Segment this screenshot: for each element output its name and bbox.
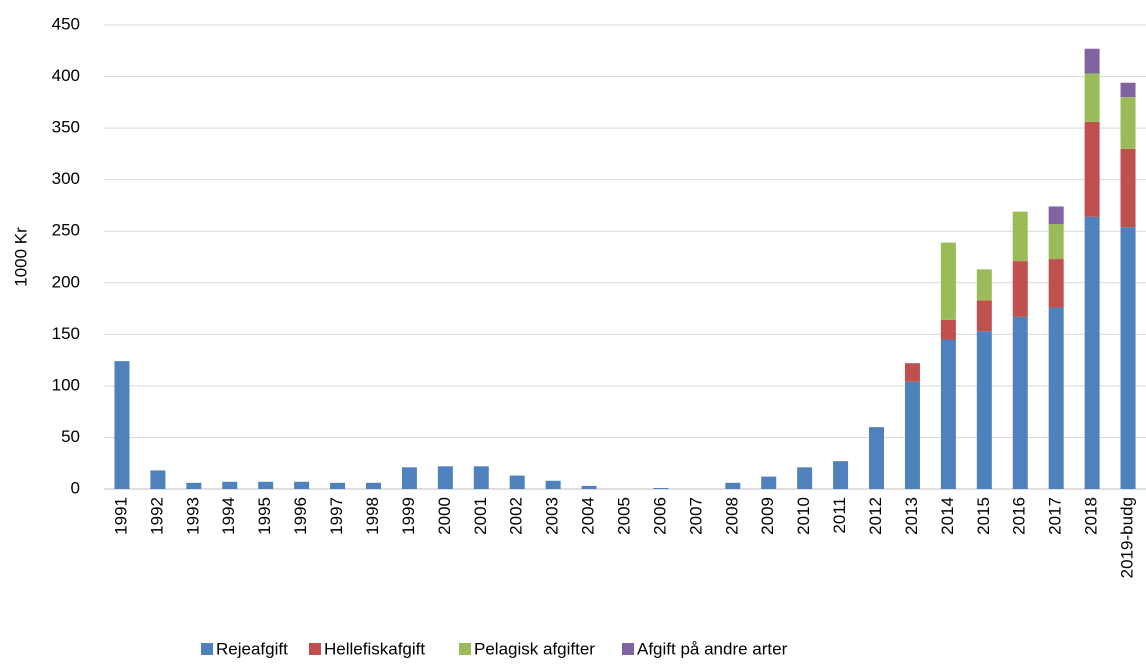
bar-segment <box>940 319 956 340</box>
legend-label: Rejeafgift <box>216 639 288 658</box>
bar-segment <box>150 470 166 489</box>
bar-segment <box>1120 148 1136 228</box>
bar-segment <box>1084 73 1100 122</box>
bar-segment <box>509 475 525 489</box>
x-tick-label: 1998 <box>363 497 382 535</box>
bar-segment <box>1012 261 1028 317</box>
y-tick-label: 300 <box>52 169 80 188</box>
x-tick-label: 2016 <box>1010 497 1029 535</box>
bar-segment <box>976 300 992 332</box>
bar-segment <box>294 481 310 489</box>
bar-segment <box>904 381 920 489</box>
y-tick-label: 450 <box>52 14 80 33</box>
bar-segment <box>1048 307 1064 489</box>
x-tick-label: 2019-budg <box>1118 497 1137 578</box>
x-tick-label: 2009 <box>758 497 777 535</box>
bar-segment <box>473 466 489 489</box>
bar-segment <box>114 361 130 489</box>
bar-segment <box>1048 206 1064 225</box>
legend-label: Pelagisk afgifter <box>474 639 595 658</box>
x-tick-label: 2015 <box>974 497 993 535</box>
bar-segment <box>222 481 238 489</box>
bar-segment <box>761 476 777 489</box>
bar-segment <box>904 363 920 382</box>
bar-segment <box>1084 48 1100 74</box>
x-tick-label: 1995 <box>255 497 274 535</box>
x-tick-label: 1992 <box>147 497 166 535</box>
y-tick-label: 400 <box>52 66 80 85</box>
x-tick-label: 2013 <box>902 497 921 535</box>
bar-segment <box>401 467 417 489</box>
x-tick-label: 2018 <box>1082 497 1101 535</box>
y-tick-label: 200 <box>52 272 80 291</box>
x-tick-label: 2000 <box>435 497 454 535</box>
x-tick-label: 1994 <box>219 497 238 535</box>
bar-segment <box>833 461 849 489</box>
bar-segment <box>869 427 885 489</box>
bar-segment <box>976 269 992 301</box>
x-tick-label: 1991 <box>111 497 130 535</box>
legend-label: Hellefiskafgift <box>324 639 425 658</box>
y-tick-label: 0 <box>71 478 80 497</box>
x-tick-label: 2017 <box>1046 497 1065 535</box>
x-tick-label: 2011 <box>830 497 849 534</box>
x-tick-label: 2012 <box>866 497 885 535</box>
bar-segment <box>1012 316 1028 489</box>
bar-segment <box>581 485 597 489</box>
bar-segment <box>365 482 381 489</box>
x-tick-label: 2006 <box>650 497 669 535</box>
bar-segment <box>437 466 453 489</box>
bar-segment <box>1048 259 1064 308</box>
y-tick-label: 50 <box>61 427 80 446</box>
bar-segment <box>940 339 956 489</box>
x-tick-label: 1997 <box>327 497 346 535</box>
bar-segment <box>797 467 813 489</box>
x-tick-label: 2007 <box>686 497 705 535</box>
bar-segment <box>258 481 274 489</box>
bar-segment <box>725 482 741 489</box>
legend-swatch <box>459 643 471 655</box>
x-tick-label: 2005 <box>614 497 633 535</box>
legend-swatch <box>201 643 213 655</box>
legend-label: Afgift på andre arter <box>637 639 788 658</box>
bar-segment <box>1084 216 1100 489</box>
bar-segment <box>940 242 956 320</box>
y-tick-label: 350 <box>52 118 80 137</box>
legend-swatch <box>309 643 321 655</box>
bar-segment <box>330 482 346 489</box>
legend-swatch <box>622 643 634 655</box>
x-tick-label: 2004 <box>579 497 598 535</box>
bar-segment <box>1012 211 1028 262</box>
x-tick-label: 1996 <box>291 497 310 535</box>
x-tick-label: 1999 <box>399 497 418 535</box>
y-tick-label: 150 <box>52 324 80 343</box>
bar-segment <box>1048 224 1064 260</box>
y-tick-label: 250 <box>52 221 80 240</box>
bar-segment <box>1120 227 1136 489</box>
bar-segment <box>1120 82 1136 98</box>
x-tick-label: 2014 <box>938 497 957 535</box>
bar-segment <box>186 482 202 489</box>
y-tick-label: 100 <box>52 375 80 394</box>
x-tick-label: 2003 <box>543 497 562 535</box>
bar-segment <box>545 480 561 489</box>
bar-segment <box>653 487 669 489</box>
bar-segment <box>1120 97 1136 149</box>
x-tick-label: 2008 <box>722 497 741 535</box>
bar-segment <box>1084 121 1100 217</box>
y-axis-label: 1000 Kr <box>11 227 30 287</box>
x-tick-label: 2010 <box>794 497 813 535</box>
x-tick-label: 2001 <box>471 497 490 535</box>
x-tick-label: 2002 <box>507 497 526 535</box>
x-tick-label: 1993 <box>183 497 202 535</box>
bar-segment <box>976 331 992 489</box>
